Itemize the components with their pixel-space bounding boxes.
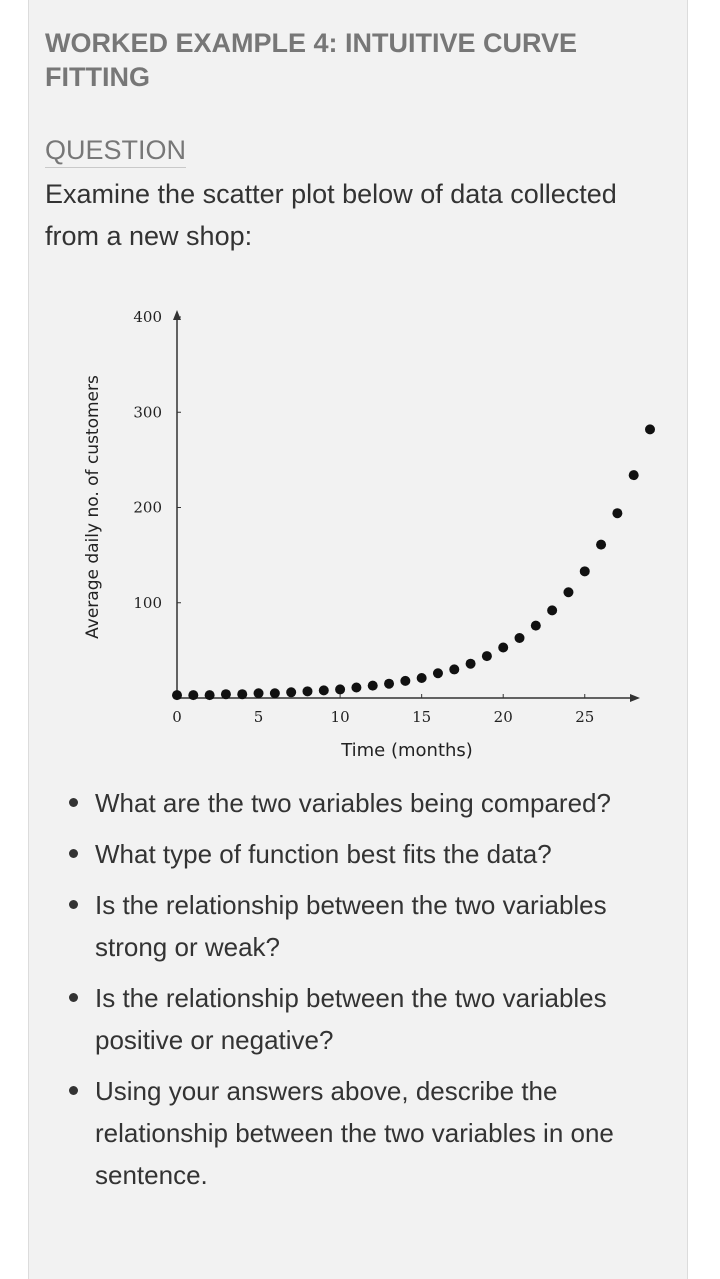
data-point xyxy=(612,508,623,519)
x-tick-label: 10 xyxy=(331,708,350,726)
y-tick-label: 200 xyxy=(133,499,162,517)
data-point xyxy=(514,632,525,643)
data-point xyxy=(188,690,199,701)
content-card xyxy=(28,0,688,1279)
data-point xyxy=(645,424,655,435)
question-item: Is the relationship between the two vari… xyxy=(69,884,645,968)
data-point xyxy=(351,682,362,693)
x-tick-label: 0 xyxy=(172,708,182,726)
question-item: Is the relationship between the two vari… xyxy=(69,977,645,1061)
page-title: WORKED EXAMPLE 4: INTUITIVE CURVE FITTIN… xyxy=(45,28,578,92)
question-text: Is the relationship between the two vari… xyxy=(95,983,607,1055)
data-point xyxy=(465,658,476,669)
data-point xyxy=(335,684,346,695)
data-point xyxy=(204,690,215,701)
chart-axes xyxy=(173,310,640,702)
data-point xyxy=(628,470,639,481)
bullet-icon xyxy=(69,849,78,858)
x-axis-label: Time (months) xyxy=(340,740,473,761)
data-point xyxy=(563,587,574,598)
bullet-icon xyxy=(69,798,78,807)
question-text: What type of function best fits the data… xyxy=(95,839,552,869)
chart-ticks: 0 5 10 15 20 25 100 200 300 400 xyxy=(133,308,594,726)
x-tick-label: 20 xyxy=(494,708,513,726)
data-point xyxy=(530,620,541,631)
question-item: What type of function best fits the data… xyxy=(69,833,645,875)
data-point xyxy=(481,651,492,662)
y-axis-label: Average daily no. of customers xyxy=(83,375,103,639)
x-tick-label: 5 xyxy=(254,708,264,726)
question-list: What are the two variables being compare… xyxy=(69,782,645,1205)
data-point xyxy=(237,689,248,700)
y-tick-label: 100 xyxy=(133,594,162,612)
data-point xyxy=(432,668,443,679)
data-point xyxy=(318,685,329,696)
x-axis-arrow xyxy=(630,694,640,702)
question-item: What are the two variables being compare… xyxy=(69,782,645,824)
data-point xyxy=(416,672,427,683)
data-point xyxy=(367,680,378,691)
bullet-icon xyxy=(69,1086,78,1095)
y-tick-label: 400 xyxy=(133,308,162,326)
scatter-chart: 0 5 10 15 20 25 100 200 300 400 Time (months) Ave… xyxy=(83,308,655,761)
data-point xyxy=(547,605,558,616)
data-point xyxy=(220,689,231,700)
data-point xyxy=(269,688,280,699)
data-point xyxy=(579,566,590,577)
data-point xyxy=(384,678,395,689)
question-item: Using your answers above, describe the r… xyxy=(69,1070,645,1196)
data-point xyxy=(596,539,607,550)
data-point xyxy=(286,687,297,698)
x-tick-label: 25 xyxy=(575,708,594,726)
x-tick-label: 15 xyxy=(412,708,431,726)
data-point xyxy=(302,686,313,697)
question-text: Using your answers above, describe the r… xyxy=(95,1076,614,1190)
y-tick-label: 300 xyxy=(133,403,162,421)
data-point xyxy=(253,688,264,699)
bullet-icon xyxy=(69,993,78,1002)
question-text: Is the relationship between the two vari… xyxy=(95,890,607,962)
data-point xyxy=(498,642,509,653)
bullet-icon xyxy=(69,900,78,909)
section-label: QUESTION xyxy=(45,134,187,168)
data-point xyxy=(400,675,411,686)
data-point xyxy=(449,664,460,675)
y-axis-arrow xyxy=(173,310,181,320)
chart-points xyxy=(172,424,655,701)
question-intro: Examine the scatter plot below of data c… xyxy=(45,179,617,251)
question-text: What are the two variables being compare… xyxy=(95,788,611,818)
data-point xyxy=(172,690,182,701)
